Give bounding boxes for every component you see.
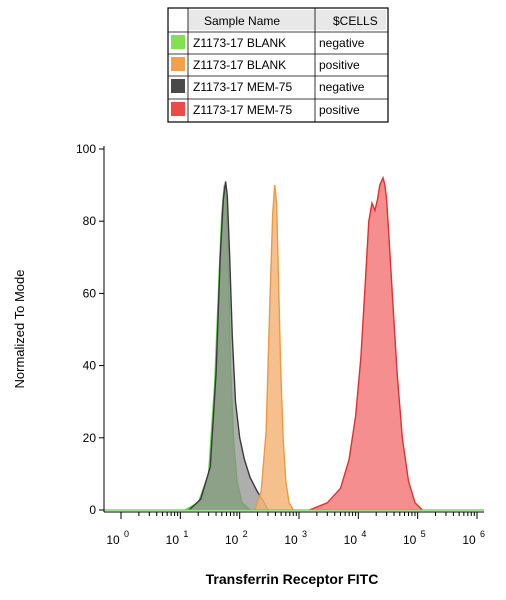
- x-tick-exp-4: 4: [361, 529, 366, 539]
- x-tick-label-2: 10: [225, 533, 239, 547]
- x-ticks: 10 0 10 1 10 2 10 3 10 4 10 5 10 6: [106, 512, 485, 547]
- legend-swatch-1: [171, 57, 185, 71]
- series-layer: [104, 175, 484, 511]
- legend-cells-0: negative: [319, 36, 365, 50]
- legend-sample-1: Z1173-17 BLANK: [193, 58, 286, 72]
- x-axis-title: Transferrin Receptor FITC: [206, 571, 379, 587]
- x-tick-label-3: 10: [284, 533, 298, 547]
- x-tick-label-1: 10: [166, 533, 180, 547]
- series-area-2: [254, 185, 294, 510]
- legend-cells-1: positive: [319, 58, 360, 72]
- legend-sample-2: Z1173-17 MEM-75: [193, 80, 292, 94]
- legend-swatch-2: [171, 79, 185, 93]
- legend-swatch-3: [171, 102, 185, 116]
- y-tick-label-0: 0: [89, 503, 96, 517]
- x-tick-exp-3: 3: [302, 529, 307, 539]
- x-tick-exp-5: 5: [421, 529, 426, 539]
- legend-header-sample: Sample Name: [204, 14, 280, 28]
- legend-sample-0: Z1173-17 BLANK: [193, 36, 286, 50]
- y-axis-title: Normalized To Mode: [12, 270, 27, 389]
- x-tick-label-4: 10: [344, 533, 358, 547]
- y-ticks: 0 20 40 60 80 100: [76, 142, 104, 517]
- y-tick-label-4: 80: [83, 214, 97, 228]
- legend-cells-3: positive: [319, 103, 360, 117]
- x-tick-exp-1: 1: [183, 529, 188, 539]
- legend-cells-2: negative: [319, 80, 365, 94]
- x-tick-exp-2: 2: [243, 529, 248, 539]
- series-line-2: [254, 185, 294, 511]
- x-tick-label-6: 10: [462, 533, 476, 547]
- legend-sample-3: Z1173-17 MEM-75: [193, 103, 292, 117]
- legend-header-cells: $CELLS: [333, 14, 378, 28]
- legend-swatch-0: [171, 35, 185, 49]
- legend-header-bg: [188, 10, 386, 30]
- y-tick-label-2: 40: [83, 359, 97, 373]
- x-tick-label-5: 10: [403, 533, 417, 547]
- series-line-1: [188, 181, 269, 511]
- y-tick-label-3: 60: [83, 286, 97, 300]
- x-tick-exp-0: 0: [124, 529, 129, 539]
- x-tick-exp-6: 6: [480, 529, 485, 539]
- x-tick-label-0: 10: [106, 533, 120, 547]
- series-line-3: [309, 175, 423, 511]
- series-area-3: [309, 177, 423, 510]
- y-tick-label-1: 20: [83, 431, 97, 445]
- y-tick-label-5: 100: [76, 142, 96, 156]
- legend: Sample Name $CELLS Z1173-17 BLANK negativ…: [167, 7, 389, 123]
- series-area-1: [189, 181, 268, 510]
